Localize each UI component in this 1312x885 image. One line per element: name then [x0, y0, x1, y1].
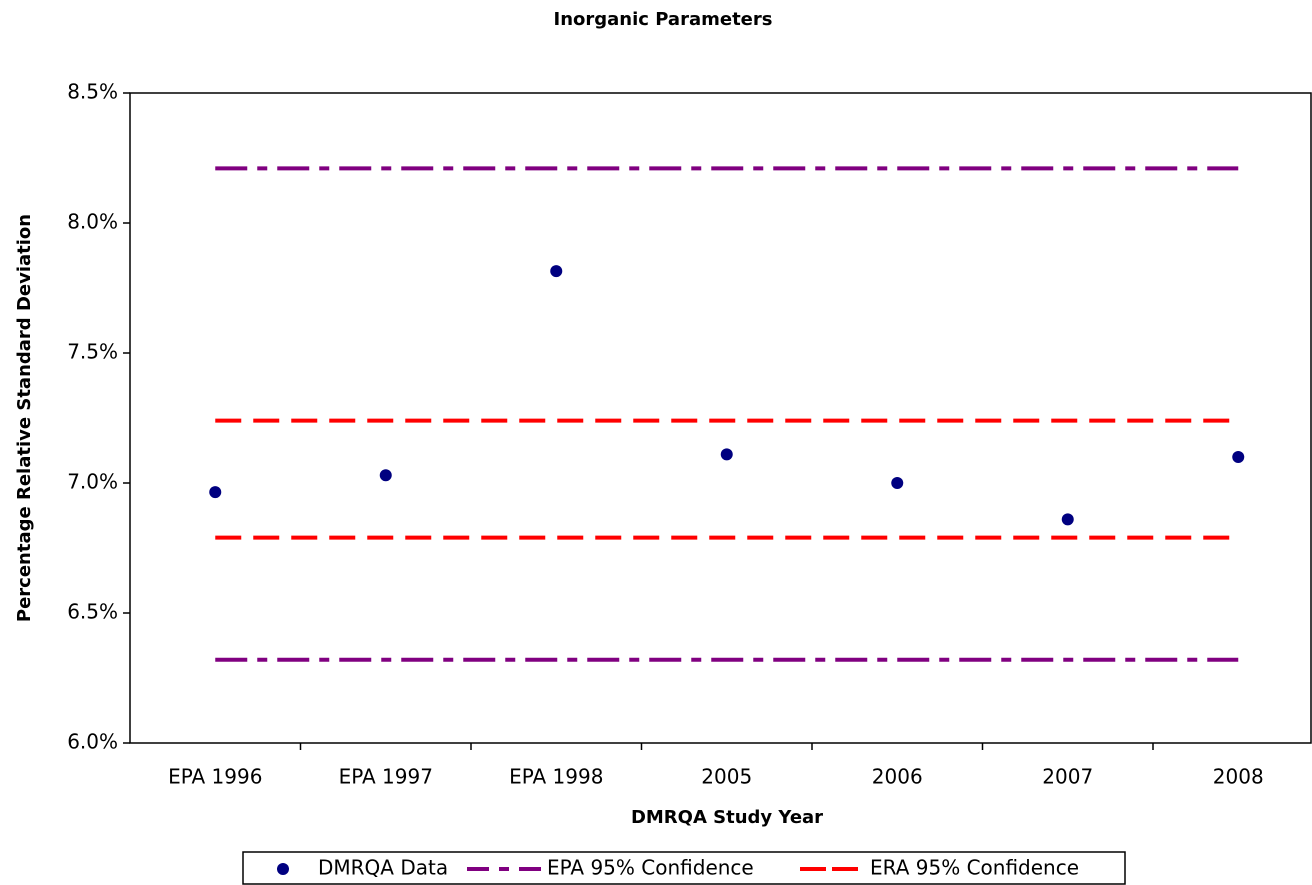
y-tick-label: 7.0% — [67, 470, 118, 494]
data-point — [550, 265, 563, 278]
chart-title: Inorganic Parameters — [554, 9, 773, 30]
data-point — [379, 469, 392, 482]
legend — [242, 851, 1126, 885]
data-point — [1232, 451, 1245, 463]
x-axis-title: DMRQA Study Year — [631, 807, 823, 828]
y-tick-label: 7.5% — [67, 340, 118, 364]
data-point — [1061, 513, 1074, 526]
data-point — [209, 486, 222, 499]
x-tick-label: 2006 — [872, 765, 923, 789]
y-tick-label: 6.5% — [67, 600, 118, 624]
legend-label: ERA 95% Confidence — [870, 856, 1079, 880]
y-tick-label: 8.5% — [67, 80, 118, 104]
y-tick-label: 8.0% — [67, 210, 118, 234]
legend-marker — [277, 863, 289, 875]
data-point — [720, 448, 733, 461]
plot-area — [129, 92, 1312, 744]
legend-label: EPA 95% Confidence — [547, 856, 754, 880]
x-tick-label: 2005 — [701, 765, 752, 789]
x-tick-label: 2008 — [1213, 765, 1264, 789]
y-axis-title: Percentage Relative Standard Deviation — [14, 214, 35, 622]
data-point — [891, 477, 904, 489]
x-tick-label: EPA 1998 — [509, 765, 603, 789]
x-tick-label: 2007 — [1042, 765, 1093, 789]
x-tick-label: EPA 1996 — [168, 765, 262, 789]
y-tick-label: 6.0% — [67, 730, 118, 754]
legend-label: DMRQA Data — [318, 856, 448, 880]
x-tick-label: EPA 1997 — [339, 765, 433, 789]
